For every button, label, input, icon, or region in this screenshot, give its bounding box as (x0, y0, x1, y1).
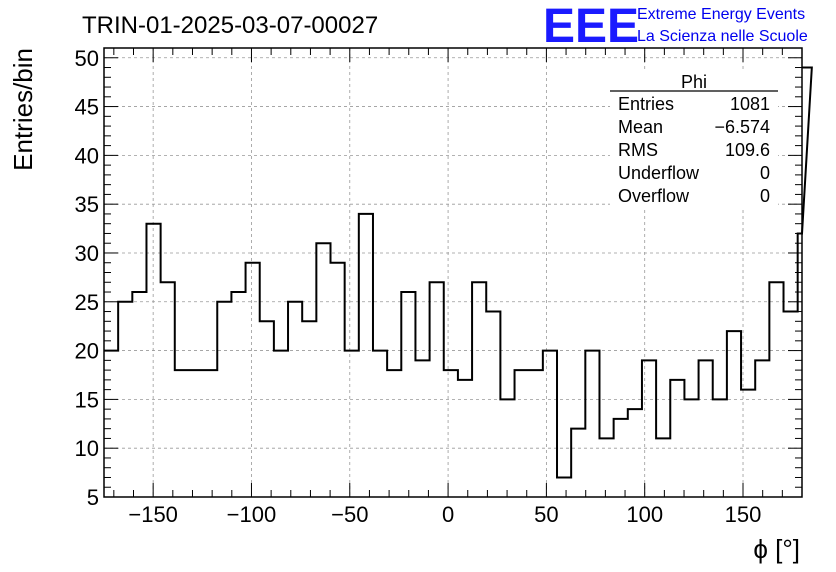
y-tick-label: 40 (75, 143, 99, 168)
histogram-bin (359, 214, 373, 497)
y-tick-label: 10 (75, 436, 99, 461)
eee-logo-text: EEE (543, 0, 639, 53)
histogram-bin (316, 243, 330, 497)
y-tick-label: 50 (75, 46, 99, 71)
histogram-bin (415, 360, 429, 497)
histogram-bin (430, 282, 444, 497)
histogram-bin (444, 370, 458, 497)
stats-label: Overflow (618, 186, 690, 206)
y-tick-label: 5 (87, 485, 99, 510)
histogram-bin (161, 282, 175, 497)
histogram-bin (755, 360, 769, 497)
stats-value: 109.6 (725, 140, 770, 160)
histogram-series (104, 66, 813, 497)
x-tick-label: 50 (534, 502, 558, 527)
x-tick-label: −100 (227, 502, 277, 527)
y-tick-label: 35 (75, 192, 99, 217)
y-tick-label: 45 (75, 95, 99, 120)
histogram-bin (769, 282, 783, 497)
histogram-bin (741, 390, 755, 497)
histogram-bin (104, 351, 118, 497)
stats-label: Entries (618, 94, 674, 114)
histogram-bin (571, 429, 585, 497)
stats-value: 0 (760, 163, 770, 183)
stats-value: 0 (760, 186, 770, 206)
histogram-bin (331, 263, 345, 497)
histogram-bin (373, 351, 387, 497)
histogram-bin (614, 419, 628, 497)
stats-value: −6.574 (714, 117, 770, 137)
histogram-bin (472, 282, 486, 497)
histogram-bin (401, 292, 415, 497)
histogram-bin (302, 321, 316, 497)
histogram-bin (189, 370, 203, 497)
histogram-bin (118, 302, 132, 497)
stats-label: RMS (618, 140, 658, 160)
histogram-bin (656, 438, 670, 497)
chart-title: TRIN-01-2025-03-07-00027 (82, 12, 378, 39)
histogram-bin (203, 370, 217, 497)
y-axis-label: Entries/bin (8, 48, 38, 171)
logo-line-1: Extreme Energy Events (637, 6, 805, 23)
histogram-bin (599, 438, 613, 497)
histogram-bin (217, 302, 231, 497)
histogram-bin (727, 331, 741, 497)
histogram-bin (543, 351, 557, 497)
stats-value: 1081 (730, 94, 770, 114)
histogram-bin (260, 321, 274, 497)
x-tick-label: 150 (725, 502, 762, 527)
histogram-bin (231, 292, 245, 497)
histogram-bin (246, 263, 260, 497)
histogram-bin (146, 224, 160, 497)
histogram-bin (458, 380, 472, 497)
histogram-bin (345, 351, 359, 497)
histogram-bin (387, 370, 401, 497)
y-axis-ticks: 5 10 15 20 25 30 35 40 45 50 (75, 46, 802, 510)
histogram-bin (486, 312, 500, 497)
y-tick-label: 25 (75, 290, 99, 315)
x-tick-label: 100 (626, 502, 663, 527)
y-tick-label: 15 (75, 387, 99, 412)
histogram-bin (500, 399, 514, 497)
stats-box-background (610, 70, 778, 210)
x-tick-label: −50 (331, 502, 368, 527)
histogram-bin (585, 351, 599, 497)
y-tick-label: 30 (75, 241, 99, 266)
histogram-bin (684, 399, 698, 497)
histogram-bin (175, 370, 189, 497)
y-tick-label: 20 (75, 339, 99, 364)
stats-box-title: Phi (681, 72, 707, 92)
stats-label: Mean (618, 117, 663, 137)
histogram-bin (642, 360, 656, 497)
histogram-bin (557, 477, 571, 497)
histogram-bin (515, 370, 529, 497)
histogram-bin (288, 302, 302, 497)
histogram-bin (670, 380, 684, 497)
histogram-bin (274, 351, 288, 497)
x-tick-label: 0 (442, 502, 454, 527)
histogram-step-line (104, 66, 813, 479)
histogram-bin (784, 312, 798, 497)
stats-box: Phi Entries 1081 Mean −6.574 RMS 109.6 Underfl… (610, 70, 778, 210)
x-axis-ticks: −150 −100 −50 0 50 100 150 (113, 48, 803, 527)
eee-logo: EEE Extreme Energy Events La Scienza nel… (543, 0, 808, 53)
histogram-bin (628, 409, 642, 497)
logo-line-2: La Scienza nelle Scuole (637, 28, 808, 45)
histogram-bin (529, 370, 543, 497)
stats-label: Underflow (618, 163, 700, 183)
histogram-bin (132, 292, 146, 497)
histogram-bin (699, 360, 713, 497)
x-tick-label: −150 (128, 502, 178, 527)
x-axis-label: ϕ [°] (753, 534, 800, 564)
histogram-bin (713, 399, 727, 497)
